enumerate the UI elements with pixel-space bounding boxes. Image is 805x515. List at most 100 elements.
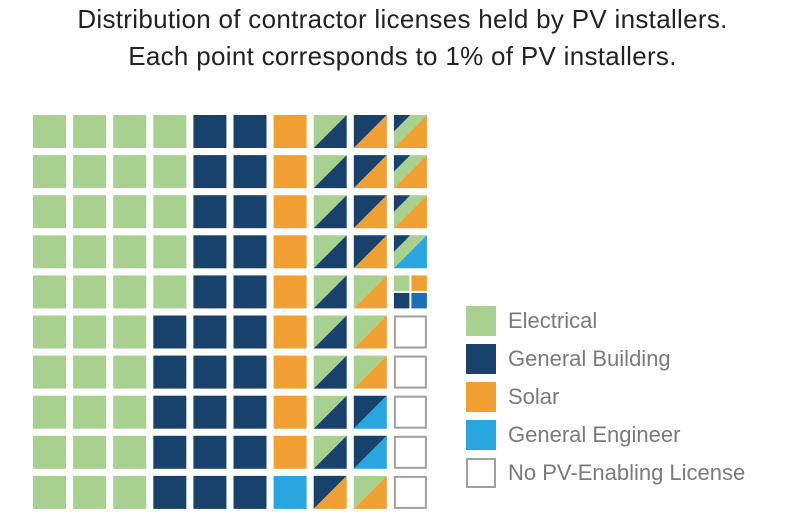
waffle-cell [233, 275, 267, 309]
cell-square [273, 275, 307, 309]
waffle-cell [233, 355, 267, 389]
cell-square [153, 355, 187, 389]
waffle-cell [393, 355, 427, 389]
waffle-cell [33, 395, 66, 429]
waffle-cell [33, 315, 66, 349]
waffle-cell [33, 475, 66, 509]
cell-tri-solar [353, 235, 387, 269]
waffle-cell [233, 155, 267, 189]
cell-square [153, 195, 187, 229]
waffle-cell [153, 195, 187, 229]
legend-swatch-general-building [466, 344, 496, 374]
waffle-cell [273, 435, 307, 469]
legend-item-general-engineer: General Engineer [466, 416, 745, 454]
waffle-cell [113, 395, 147, 429]
waffle-cell [193, 155, 227, 189]
cell-square [153, 475, 187, 509]
cell-square-general-engineer [273, 475, 307, 509]
waffle-cell [313, 315, 347, 349]
waffle-cell [273, 475, 307, 509]
waffle-cell [33, 155, 66, 189]
waffle-cell [273, 395, 307, 429]
legend-label-solar: Solar [508, 384, 560, 409]
waffle-cell [33, 195, 66, 229]
cell-tri-solar [353, 155, 387, 189]
cell-square [113, 195, 147, 229]
legend-label-electrical: Electrical [508, 308, 598, 333]
waffle-cell [233, 235, 267, 269]
cell-square [153, 235, 187, 269]
legend-label-general-engineer: General Engineer [508, 422, 681, 447]
waffle-cell [113, 315, 147, 349]
waffle-cell [73, 395, 107, 429]
cell-square [113, 155, 147, 189]
cell-square [153, 395, 187, 429]
cell-square [113, 235, 147, 269]
waffle-cell [313, 275, 347, 309]
waffle-cell [153, 275, 187, 309]
cell-square [113, 475, 147, 509]
cell-square [33, 275, 66, 309]
waffle-cell [193, 235, 227, 269]
cell-square [193, 475, 227, 509]
waffle-cell [153, 355, 187, 389]
cell-square [233, 475, 267, 509]
cell-tri-general-building [313, 315, 347, 349]
cell-square [113, 315, 147, 349]
cell-square [73, 475, 107, 509]
cell-square [113, 395, 147, 429]
waffle-cell [233, 435, 267, 469]
waffle-cell [113, 115, 147, 148]
chart-title-line-1: Distribution of contractor licenses held… [77, 4, 728, 34]
waffle-cell [233, 195, 267, 229]
cell-tri-general-building [313, 275, 347, 309]
waffle-cell [33, 115, 66, 148]
legend: Electrical General Building Solar Genera… [466, 302, 745, 492]
waffle-cell [233, 315, 267, 349]
waffle-cell [33, 435, 66, 469]
legend-item-solar: Solar [466, 378, 745, 416]
cell-square [193, 355, 227, 389]
cell-square [233, 435, 267, 469]
cell-tri-general-building [313, 355, 347, 389]
cell-square [273, 195, 307, 229]
waffle-cell [313, 475, 347, 509]
cell-quad-electrical [393, 275, 410, 291]
waffle-cell [313, 395, 347, 429]
cell-tri-solar [353, 355, 387, 389]
waffle-cell [353, 195, 387, 229]
cell-square [153, 155, 187, 189]
cell-square [233, 155, 267, 189]
waffle-cell [73, 475, 107, 509]
waffle-cell [153, 115, 187, 148]
legend-label-no-license: No PV-Enabling License [508, 460, 746, 485]
cell-square [273, 115, 307, 148]
waffle-cell [193, 475, 227, 509]
cell-empty-square [393, 435, 427, 469]
waffle-cell [233, 475, 267, 509]
cell-tri-general-building [353, 235, 387, 269]
waffle-cell [153, 475, 187, 509]
cell-square [113, 275, 147, 309]
waffle-cell [353, 355, 387, 389]
waffle-cell [153, 315, 187, 349]
cell-square [193, 275, 227, 309]
waffle-cell [113, 155, 147, 189]
cell-tri-general-building [313, 155, 347, 189]
waffle-cell [33, 275, 66, 309]
cell-quad-solar [411, 275, 427, 291]
cell-tri-general-building [313, 435, 347, 469]
waffle-cell [353, 315, 387, 349]
waffle-cell [193, 395, 227, 429]
waffle-cell [353, 475, 387, 509]
cell-square [73, 395, 107, 429]
waffle-cell [193, 355, 227, 389]
waffle-cell [73, 155, 107, 189]
cell-square [233, 355, 267, 389]
waffle-cell [153, 395, 187, 429]
waffle-cell [353, 435, 387, 469]
waffle-cell [353, 155, 387, 189]
waffle-cell [153, 435, 187, 469]
cell-tri-general-building [313, 195, 347, 229]
waffle-cell [73, 115, 107, 148]
